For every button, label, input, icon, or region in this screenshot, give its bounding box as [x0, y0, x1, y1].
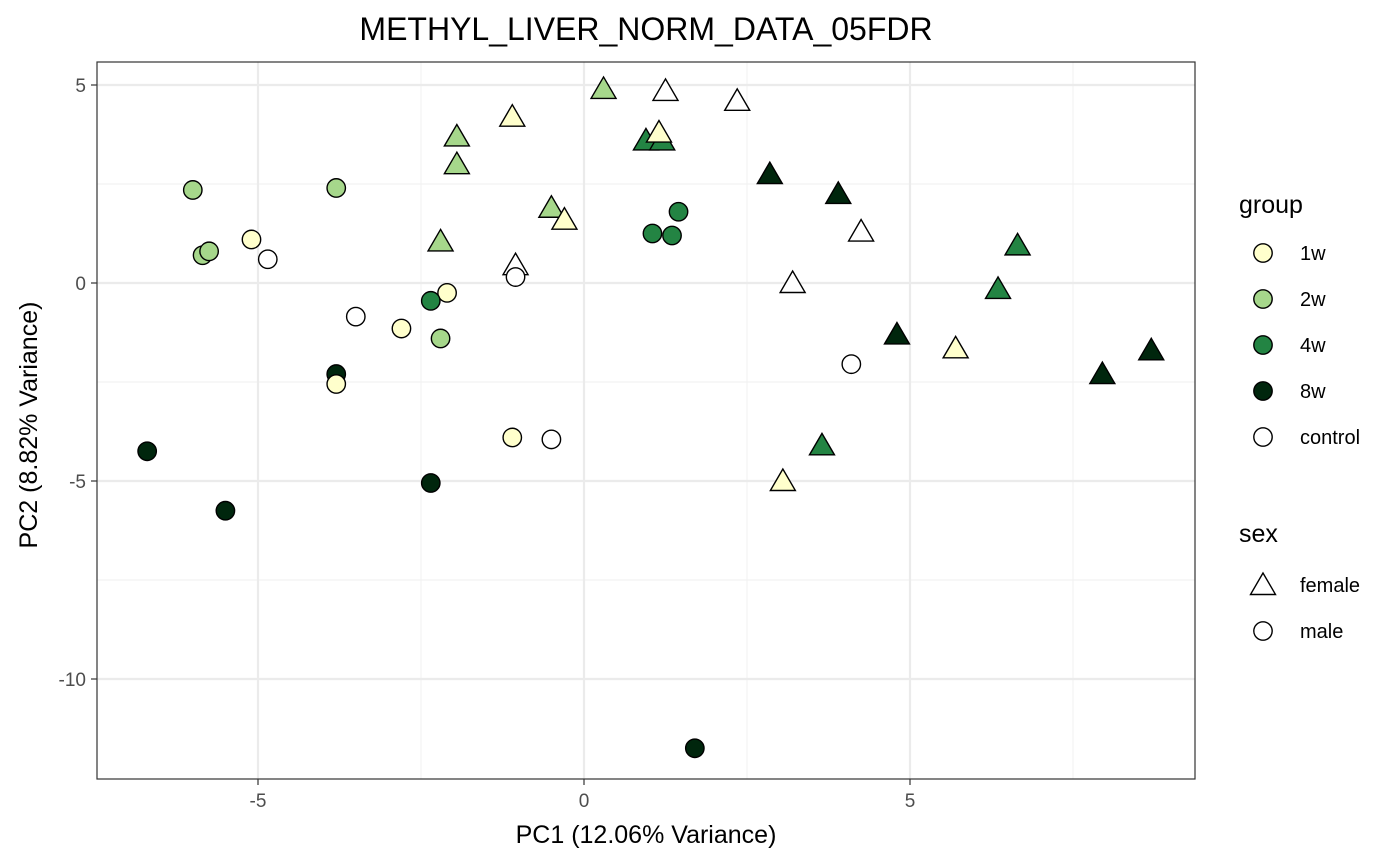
- data-point-female-control: [847, 218, 875, 242]
- data-point-male-8w: [420, 473, 441, 493]
- data-point-male-control: [841, 354, 862, 375]
- data-point-female-4w: [984, 275, 1012, 300]
- data-point-male-8w: [215, 500, 236, 521]
- data-point-male-1w: [241, 229, 262, 250]
- legend-key-2w: [1253, 289, 1273, 309]
- data-point-male-2w: [199, 241, 220, 262]
- legend-key-control: [1253, 427, 1273, 447]
- y-tick-label: -10: [59, 670, 86, 691]
- data-point-male-4w: [420, 290, 441, 311]
- x-tick-label: 0: [579, 791, 590, 812]
- data-point-male-8w: [684, 738, 705, 759]
- data-point-female-control: [778, 269, 807, 294]
- y-axis-title: PC2 (8.82% Variance): [15, 302, 43, 549]
- data-points: [137, 75, 1165, 759]
- legend-label-male: male: [1300, 621, 1343, 643]
- legend-label-2w: 2w: [1300, 289, 1326, 311]
- legend-sex-title: sex: [1239, 520, 1278, 548]
- x-tick-label: -5: [250, 791, 267, 812]
- data-point-male-4w: [642, 223, 663, 244]
- data-point-male-4w: [668, 201, 689, 222]
- legend-group: group 1w 2w 4w 8w control: [1239, 191, 1360, 449]
- data-point-female-control: [723, 87, 751, 112]
- data-point-female-1w: [498, 103, 526, 127]
- x-axis-title: PC1 (12.06% Variance): [516, 821, 777, 849]
- data-point-male-control: [257, 249, 278, 270]
- legend-key-4w: [1253, 335, 1273, 355]
- axes: -5 0 5 5 0 -5 -10: [59, 76, 916, 812]
- data-point-female-2w: [443, 123, 471, 147]
- data-point-male-control: [541, 429, 562, 450]
- data-point-female-8w: [756, 160, 784, 185]
- data-point-male-1w: [437, 282, 457, 303]
- data-point-female-8w: [1137, 336, 1165, 361]
- data-point-male-control: [505, 267, 526, 287]
- legend-group-title: group: [1239, 191, 1303, 219]
- grid: [97, 62, 1195, 779]
- chart-title: METHYL_LIVER_NORM_DATA_05FDR: [359, 11, 932, 47]
- data-point-male-1w: [326, 374, 347, 394]
- data-point-female-8w: [1088, 360, 1117, 385]
- legend-label-4w: 4w: [1300, 335, 1326, 357]
- y-tick-label: -5: [69, 472, 86, 493]
- data-point-female-8w: [883, 321, 911, 345]
- data-point-female-1w: [550, 206, 579, 230]
- data-point-female-1w: [645, 119, 673, 143]
- data-point-male-1w: [502, 427, 523, 448]
- legend-label-female: female: [1300, 575, 1360, 597]
- legend-sex: sex female male: [1239, 520, 1360, 643]
- legend-key-female: [1249, 571, 1277, 596]
- y-tick-label: 0: [75, 274, 86, 295]
- data-point-female-2w: [589, 75, 618, 100]
- data-point-female-2w: [443, 150, 471, 175]
- data-point-male-2w: [326, 178, 347, 198]
- data-point-female-1w: [769, 467, 797, 492]
- data-point-male-2w: [182, 180, 203, 200]
- legend-key-8w: [1253, 381, 1273, 401]
- plot-panel-border: [96, 61, 1196, 780]
- legend-label-1w: 1w: [1300, 243, 1326, 265]
- legend-key-male: [1253, 621, 1273, 641]
- data-point-female-2w: [537, 194, 566, 218]
- data-point-male-control: [345, 306, 366, 327]
- legend-label-control: control: [1300, 427, 1360, 449]
- data-point-male-2w: [430, 328, 451, 349]
- data-point-female-8w: [824, 180, 852, 205]
- data-point-female-4w: [1003, 231, 1032, 256]
- data-point-male-8w: [137, 441, 158, 462]
- data-point-female-4w: [808, 431, 836, 456]
- data-point-male-4w: [662, 225, 682, 246]
- data-point-male-1w: [391, 318, 412, 339]
- data-point-female-2w: [426, 228, 455, 252]
- data-point-female-1w: [941, 334, 970, 359]
- y-tick-label: 5: [75, 76, 86, 97]
- legend-label-8w: 8w: [1300, 381, 1326, 403]
- legend-key-1w: [1253, 243, 1273, 263]
- data-point-female-control: [651, 77, 680, 102]
- x-tick-label: 5: [905, 791, 916, 812]
